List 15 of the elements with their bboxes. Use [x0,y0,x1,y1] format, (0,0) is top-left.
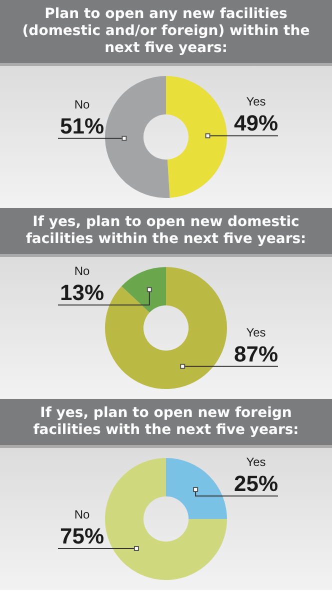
slice-label: Yes [246,455,266,469]
slice-label: No [74,264,90,278]
slice-label: Yes [246,325,266,340]
slice-label: Yes [246,94,266,109]
data-label: 51% [60,113,104,138]
slice-label: No [74,508,90,522]
data-label: 49% [234,110,278,136]
data-label: 87% [234,341,278,366]
data-label: 13% [60,280,104,305]
slice-label: No [74,97,90,112]
data-label: 75% [60,524,104,549]
chart-title: If yes, plan to open new domestic facilities within the next five years: [0,208,332,257]
chart-title: Plan to open any new facilities (domestic and/or foreign) within the next five years: [0,0,332,66]
chart-title: If yes, plan to open new foreign facilities with the next five years: [0,399,332,448]
data-label: 25% [234,471,278,496]
